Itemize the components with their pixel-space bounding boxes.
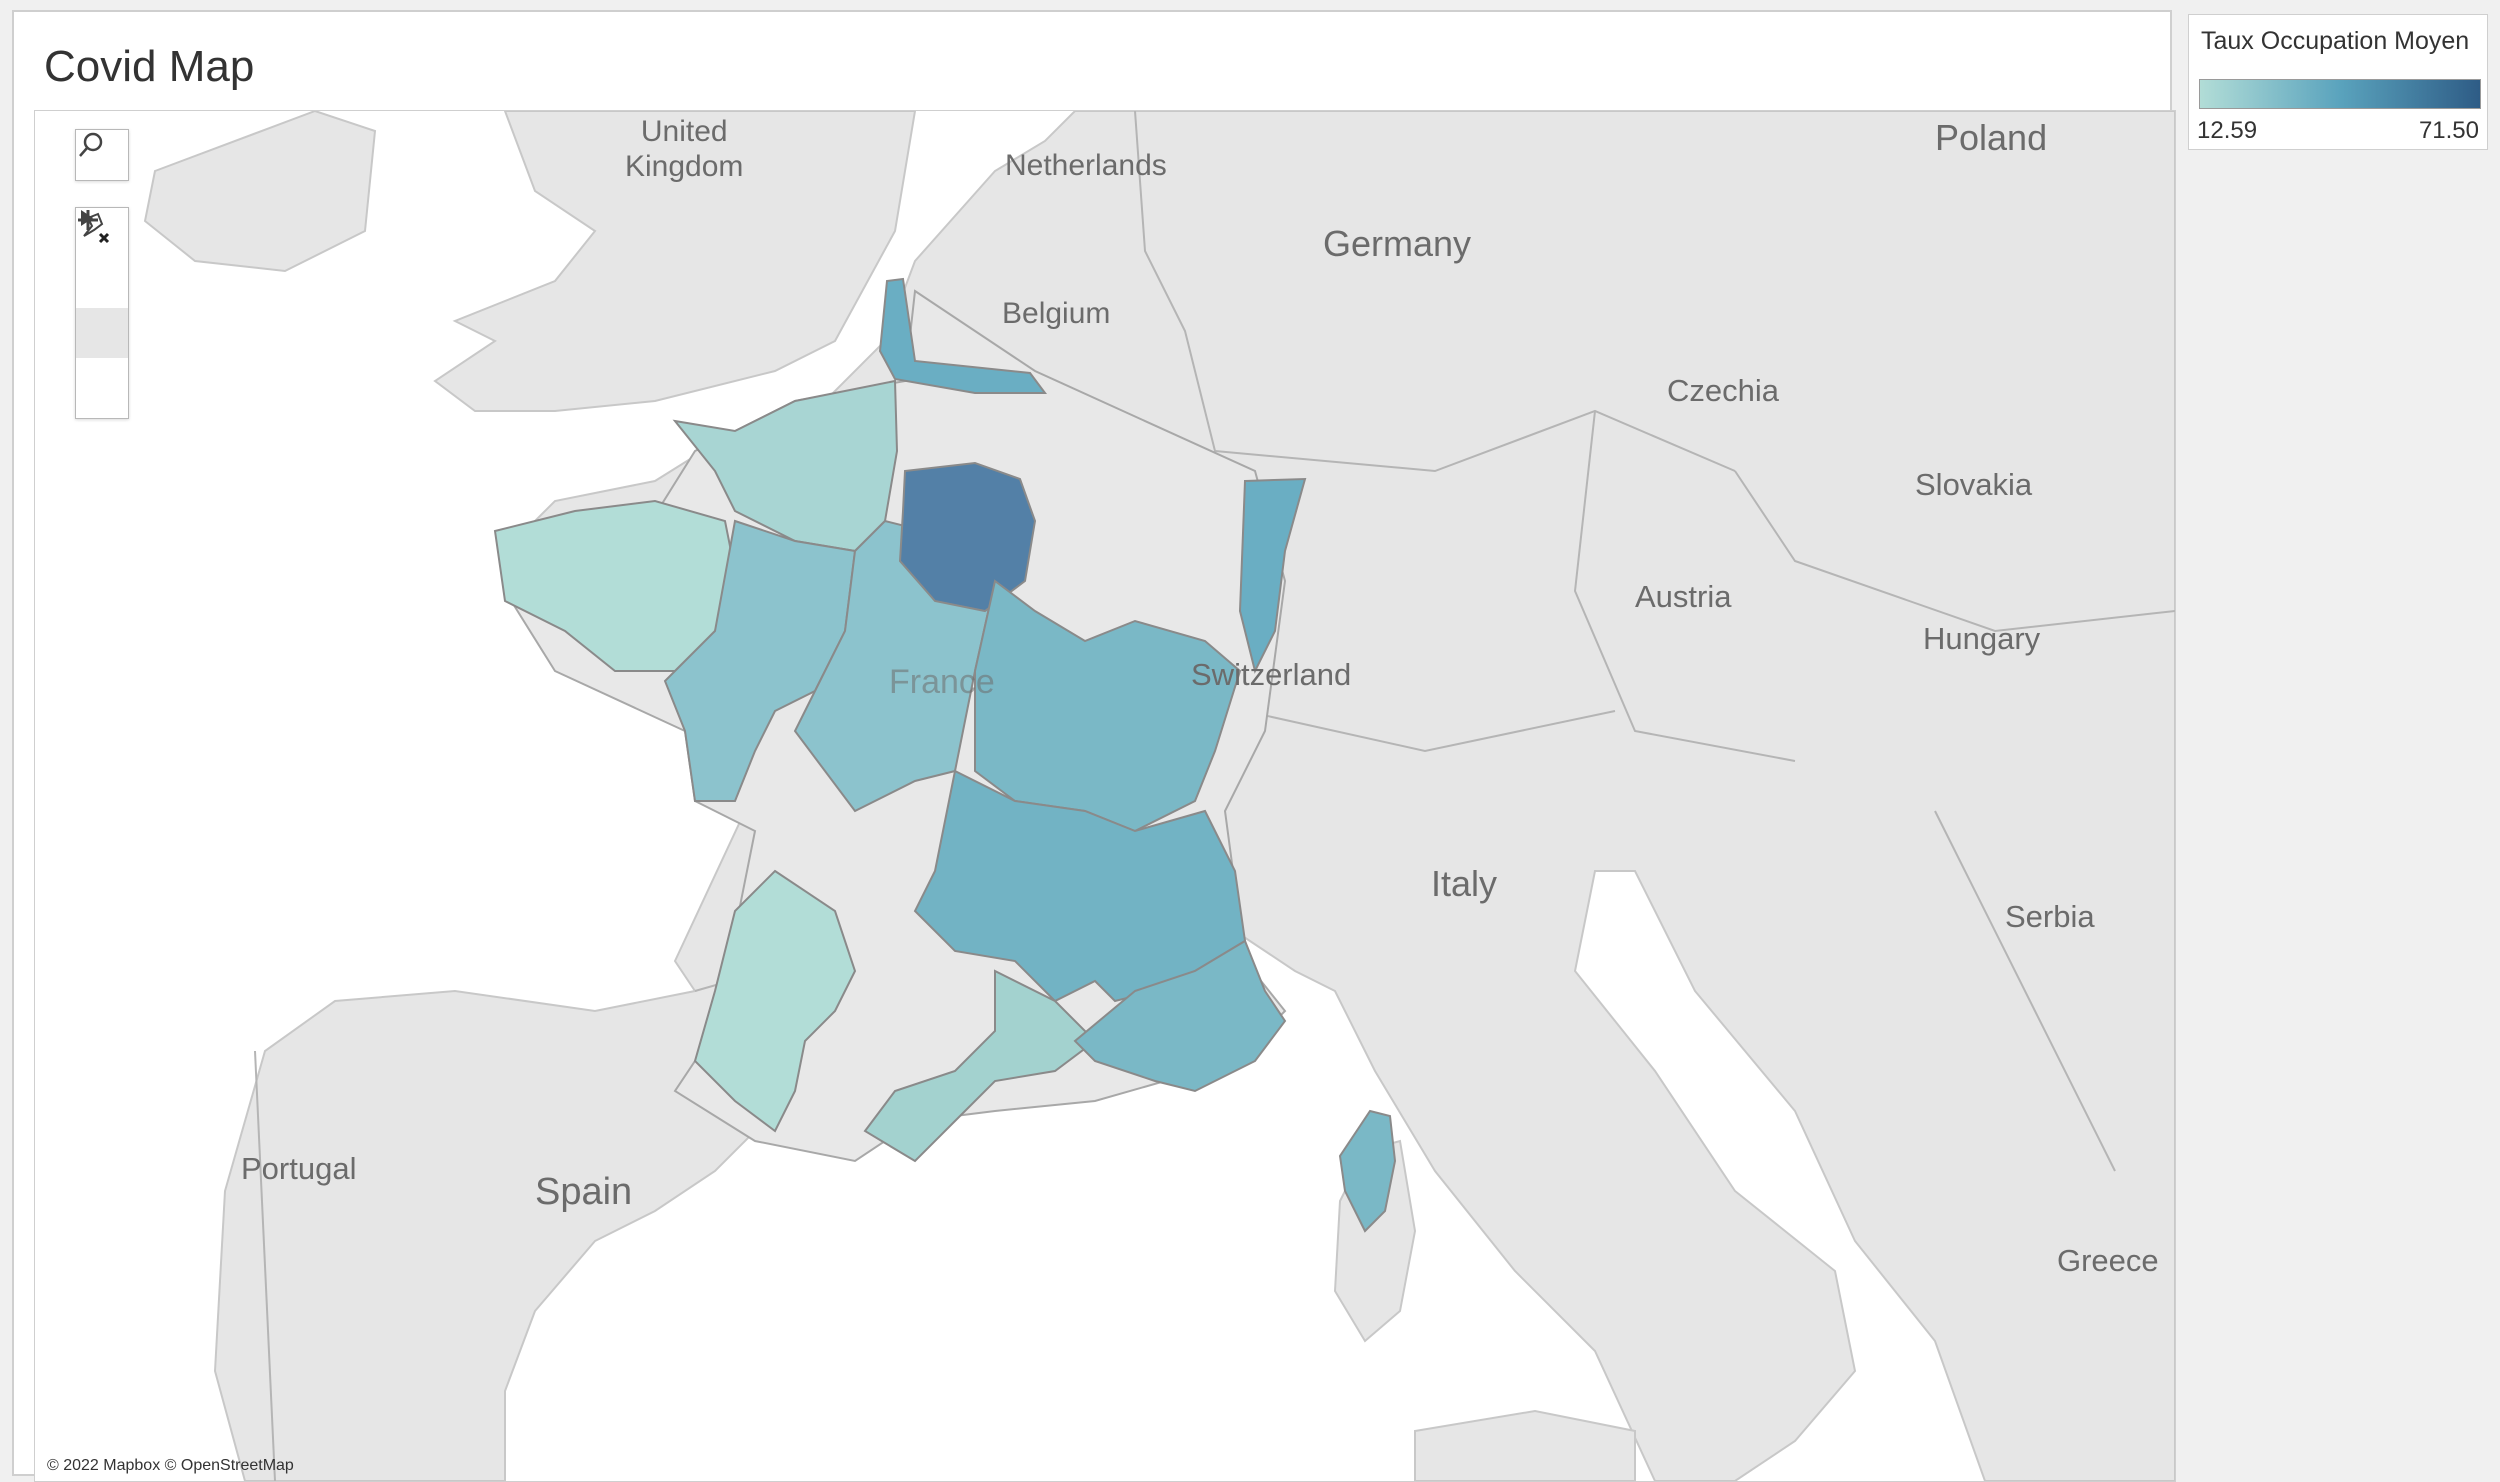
region-paca [1073,939,1287,1093]
land-ireland [143,111,377,273]
label-spain: Spain [535,1171,633,1213]
map-canvas [35,111,2175,1481]
legend-gradient-bar [2199,79,2481,109]
land-sicily [1414,1409,1636,1481]
map-search-toolbar [75,129,129,181]
label-germany: Germany [1323,223,1472,264]
label-greece: Greece [2057,1243,2159,1278]
region-hauts-de-france [878,277,1047,394]
map-zoom-toolbar [75,207,129,419]
label-italy: Italy [1431,863,1498,904]
search-icon[interactable] [76,130,128,180]
label-czechia: Czechia [1667,373,1779,408]
region-corse [1338,1109,1397,1233]
region-bourgogne-franche-comte [974,579,1242,833]
page-title: Covid Map [44,42,255,91]
label-poland: Poland [1935,117,2048,158]
map-attribution: © 2022 Mapbox © OpenStreetMap [47,1457,294,1474]
legend-title: Taux Occupation Moyen [2201,27,2470,55]
region-nouvelle-aquitaine [693,869,857,1133]
label-switzerland: Switzerland [1191,657,1352,692]
label-hungary: Hungary [1923,621,2041,656]
label-slovakia: Slovakia [1915,467,2033,502]
expand-toolbar-icon[interactable] [76,210,128,418]
land-uk [433,111,917,412]
label-belgium: Belgium [1002,297,1111,330]
label-portugal: Portugal [241,1151,357,1186]
pin-reset-icon[interactable] [76,212,128,358]
zoom-out-icon[interactable] [76,218,128,308]
label-serbia: Serbia [2005,899,2095,934]
region-grand-est-strip [1238,477,1307,674]
label-austria: Austria [1635,579,1732,614]
dashboard: Covid Map [12,10,2176,1482]
map-view[interactable]: United Kingdom Netherlands Belgium Germa… [34,110,2176,1482]
legend-min-value: 12.59 [2197,117,2258,144]
label-uk: United Kingdom [625,115,744,183]
color-legend[interactable]: Taux Occupation Moyen 12.59 71.50 [2188,14,2488,150]
label-france: France [889,663,995,701]
legend-max-value: 71.50 [2418,117,2479,144]
label-netherlands: Netherlands [1005,149,1167,182]
